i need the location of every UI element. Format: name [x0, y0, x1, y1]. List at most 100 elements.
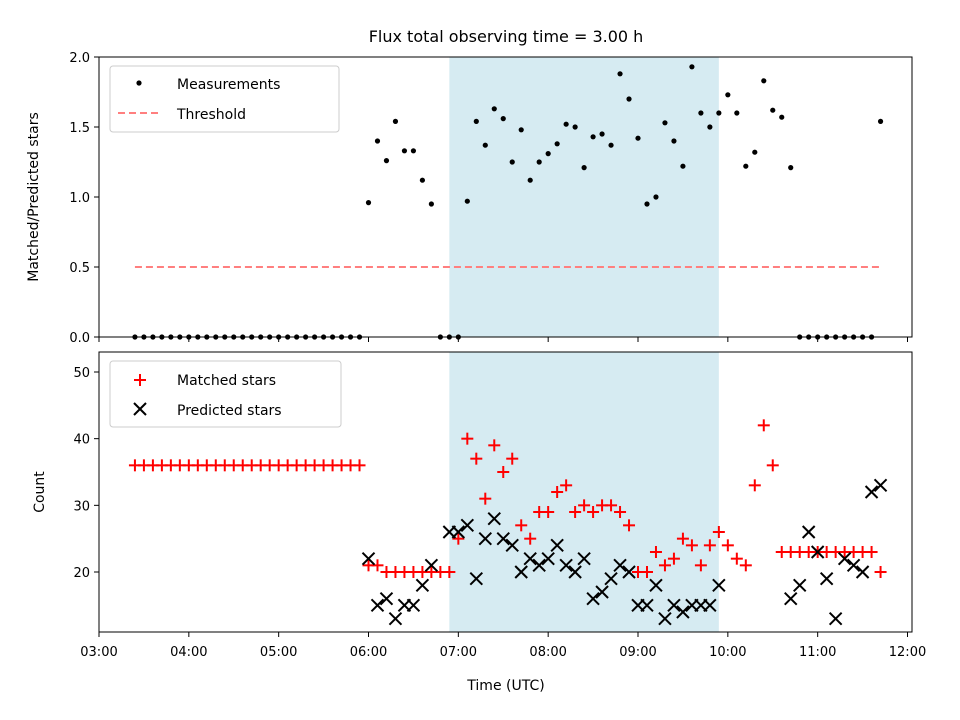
matched-star-point [461, 432, 474, 445]
matched-stars-layer [128, 419, 887, 578]
predicted-star-point [658, 611, 672, 626]
measurement-point [419, 177, 426, 183]
x-tick-label: 03:00 [80, 645, 117, 660]
predicted-star-point [846, 558, 861, 573]
measurement-point [877, 118, 884, 124]
top-y-tick-label: 1.5 [69, 121, 90, 136]
matched-star-point [479, 492, 492, 505]
measurement-point [599, 131, 605, 137]
bottom-x-ticks: 03:00 04:00 05:00 06:00 07:00 08:00 09:00 10:00… [80, 632, 926, 660]
measurement-point [644, 201, 650, 207]
predicted-star-point [379, 591, 394, 606]
legend-predicted-label: Predicted stars [177, 403, 282, 419]
legend-matched-marker [134, 374, 146, 386]
measurement-point [491, 106, 497, 112]
measurement-point [680, 163, 686, 169]
matched-star-point [497, 466, 510, 478]
predicted-star-point [532, 558, 546, 573]
top-y-tick-label: 0.5 [69, 261, 90, 276]
measurement-point [788, 165, 794, 171]
measurement-point [761, 78, 767, 84]
measurement-point [374, 138, 381, 144]
matched-star-point [640, 566, 653, 578]
predicted-star-point [388, 611, 403, 626]
top-shaded-interval [449, 57, 719, 337]
measurement-point [779, 114, 785, 120]
measurements-layer [132, 64, 884, 340]
predicted-star-point [801, 525, 816, 539]
matched-star-point [865, 546, 878, 558]
predicted-star-point [622, 565, 636, 579]
matched-star-point [685, 539, 698, 552]
matched-star-point [703, 539, 716, 552]
measurement-point [383, 158, 390, 164]
legend-threshold-label: Threshold [176, 107, 246, 123]
matched-star-point [748, 479, 761, 492]
matched-star-point [443, 566, 456, 578]
measurement-point [500, 116, 506, 122]
matched-star-point [371, 559, 384, 572]
bottom-plot-frame [98, 351, 913, 633]
predicted-star-point [559, 558, 573, 573]
measurement-point [617, 71, 623, 77]
matched-star-point [658, 559, 671, 572]
measurement-point [770, 107, 776, 113]
bottom-legend: Matched stars Predicted stars [109, 360, 342, 428]
top-y-ticks: 0.0 0.5 1.0 1.5 2.0 [69, 51, 99, 346]
matched-star-point [488, 439, 501, 452]
matched-star-point [694, 559, 707, 572]
x-tick-label: 12:00 [889, 645, 926, 660]
predicted-star-point [810, 545, 825, 559]
matched-star-point [721, 539, 734, 552]
matched-star-point [587, 506, 600, 518]
matched-star-point [560, 479, 573, 492]
matched-star-point [623, 519, 636, 532]
matched-star-point [730, 552, 743, 565]
predicted-star-point [370, 598, 385, 613]
predicted-star-point [855, 565, 870, 579]
matched-star-point [578, 499, 591, 512]
matched-star-point [667, 552, 680, 565]
measurement-point [563, 121, 569, 127]
predicted-star-point [361, 551, 376, 566]
predicted-star-point [469, 571, 484, 586]
measurement-point [671, 138, 677, 144]
measurement-point [653, 194, 659, 200]
matched-star-point [712, 526, 725, 538]
measurement-point [392, 118, 399, 124]
predicted-star-point [514, 565, 528, 579]
matched-star-point [569, 506, 582, 518]
matched-star-point [470, 452, 483, 465]
measurement-point [626, 96, 632, 102]
predicted-star-point [667, 598, 681, 613]
measurement-point [662, 120, 668, 126]
legend-measurements-marker [136, 80, 142, 86]
top-x-ticks [98, 337, 909, 342]
predicted-star-point [415, 578, 430, 593]
predicted-star-point [523, 551, 537, 566]
bottom-y-ticks: 20 30 40 50 [73, 366, 99, 581]
legend-predicted-marker [133, 402, 147, 416]
matched-star-point [757, 419, 770, 432]
x-tick-label: 07:00 [440, 645, 477, 660]
bottom-y-tick-label: 50 [73, 366, 90, 381]
predicted-star-point [586, 591, 600, 606]
measurement-point [689, 64, 695, 70]
predicted-star-point [864, 485, 879, 499]
predicted-star-point [451, 525, 466, 539]
predicted-star-point [595, 585, 609, 599]
top-y-tick-label: 2.0 [69, 51, 90, 66]
predicted-star-point [828, 611, 843, 626]
predicted-star-point [640, 598, 654, 613]
measurement-point [428, 201, 434, 207]
bottom-y-tick-label: 40 [73, 433, 90, 448]
predicted-star-point [424, 558, 439, 573]
measurement-point [635, 135, 641, 141]
predicted-stars-layer [361, 478, 888, 626]
x-tick-label: 06:00 [350, 645, 387, 660]
predicted-star-point [613, 558, 627, 573]
predicted-star-point [649, 578, 663, 593]
x-tick-label: 04:00 [170, 645, 207, 660]
